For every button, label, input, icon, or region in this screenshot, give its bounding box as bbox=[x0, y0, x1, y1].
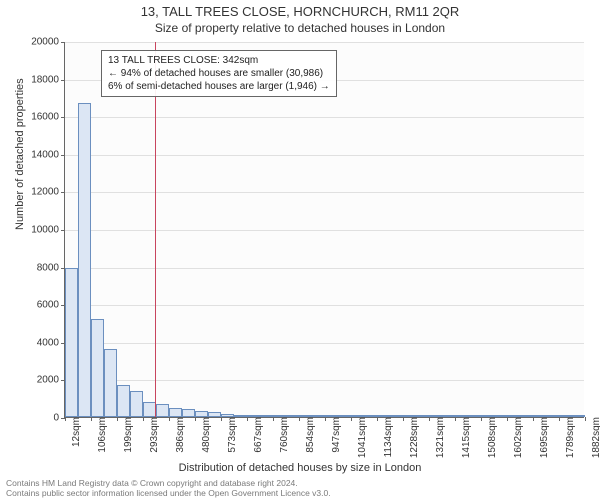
y-tick-label: 12000 bbox=[31, 187, 65, 198]
annotation-line: 13 TALL TREES CLOSE: 342sqm bbox=[108, 54, 330, 67]
x-tick-label: 1041sqm bbox=[353, 417, 368, 458]
gridline bbox=[65, 192, 584, 193]
x-tick-mark bbox=[325, 417, 326, 421]
reference-line bbox=[155, 42, 156, 417]
x-tick-mark bbox=[403, 417, 404, 421]
x-tick-mark bbox=[351, 417, 352, 421]
y-tick-mark bbox=[61, 230, 65, 231]
histogram-bar bbox=[169, 408, 182, 417]
x-tick-label: 854sqm bbox=[301, 417, 316, 453]
y-tick-mark bbox=[61, 155, 65, 156]
histogram-chart: 0200040006000800010000120001400016000180… bbox=[64, 42, 584, 418]
histogram-bar bbox=[104, 349, 117, 417]
x-tick-label: 199sqm bbox=[119, 417, 134, 453]
y-tick-label: 14000 bbox=[31, 149, 65, 160]
histogram-bar bbox=[156, 404, 169, 417]
footer-line2: Contains public sector information licen… bbox=[6, 488, 331, 498]
x-tick-label: 1789sqm bbox=[561, 417, 576, 458]
x-tick-mark bbox=[429, 417, 430, 421]
y-tick-mark bbox=[61, 117, 65, 118]
histogram-bar bbox=[182, 409, 195, 417]
y-tick-label: 18000 bbox=[31, 74, 65, 85]
x-tick-label: 1134sqm bbox=[379, 417, 394, 457]
x-tick-label: 760sqm bbox=[275, 417, 290, 453]
histogram-bar bbox=[91, 319, 104, 417]
x-tick-mark bbox=[377, 417, 378, 421]
x-tick-mark bbox=[117, 417, 118, 421]
gridline bbox=[65, 117, 584, 118]
y-axis-title: Number of detached properties bbox=[14, 78, 26, 230]
x-tick-label: 1415sqm bbox=[457, 417, 472, 458]
y-tick-label: 10000 bbox=[31, 225, 65, 236]
x-tick-label: 293sqm bbox=[145, 417, 160, 453]
x-tick-mark bbox=[247, 417, 248, 421]
title-block: 13, TALL TREES CLOSE, HORNCHURCH, RM11 2… bbox=[0, 0, 600, 35]
x-tick-mark bbox=[143, 417, 144, 421]
gridline bbox=[65, 305, 584, 306]
x-tick-label: 1602sqm bbox=[509, 417, 524, 458]
page-subtitle: Size of property relative to detached ho… bbox=[0, 21, 600, 35]
x-tick-label: 1695sqm bbox=[535, 417, 550, 458]
x-axis-title: Distribution of detached houses by size … bbox=[0, 462, 600, 474]
gridline bbox=[65, 155, 584, 156]
x-tick-mark bbox=[585, 417, 586, 421]
x-tick-label: 1508sqm bbox=[483, 417, 498, 458]
gridline bbox=[65, 268, 584, 269]
x-tick-label: 1228sqm bbox=[405, 417, 420, 458]
x-tick-mark bbox=[91, 417, 92, 421]
histogram-bar bbox=[65, 268, 78, 417]
gridline bbox=[65, 42, 584, 43]
x-tick-mark bbox=[221, 417, 222, 421]
gridline bbox=[65, 230, 584, 231]
x-tick-label: 1882sqm bbox=[587, 417, 600, 458]
y-tick-label: 16000 bbox=[31, 112, 65, 123]
y-tick-mark bbox=[61, 42, 65, 43]
x-tick-mark bbox=[455, 417, 456, 421]
x-tick-label: 106sqm bbox=[93, 417, 108, 453]
annotation-line: ← 94% of detached houses are smaller (30… bbox=[108, 67, 330, 80]
y-tick-mark bbox=[61, 192, 65, 193]
page-title: 13, TALL TREES CLOSE, HORNCHURCH, RM11 2… bbox=[0, 4, 600, 19]
histogram-bar bbox=[117, 385, 130, 417]
x-tick-mark bbox=[273, 417, 274, 421]
x-tick-mark bbox=[65, 417, 66, 421]
histogram-bar bbox=[130, 391, 143, 417]
y-tick-label: 20000 bbox=[31, 37, 65, 48]
footer-line1: Contains HM Land Registry data © Crown c… bbox=[6, 478, 331, 488]
annotation-line: 6% of semi-detached houses are larger (1… bbox=[108, 80, 330, 93]
x-tick-mark bbox=[195, 417, 196, 421]
x-tick-mark bbox=[533, 417, 534, 421]
x-tick-label: 480sqm bbox=[197, 417, 212, 453]
x-tick-mark bbox=[559, 417, 560, 421]
x-tick-label: 947sqm bbox=[327, 417, 342, 453]
annotation-box: 13 TALL TREES CLOSE: 342sqm← 94% of deta… bbox=[101, 50, 337, 97]
histogram-bar bbox=[78, 103, 91, 417]
gridline bbox=[65, 343, 584, 344]
x-tick-mark bbox=[299, 417, 300, 421]
x-tick-label: 12sqm bbox=[67, 417, 82, 447]
x-tick-mark bbox=[481, 417, 482, 421]
gridline bbox=[65, 380, 584, 381]
x-tick-mark bbox=[169, 417, 170, 421]
x-tick-label: 573sqm bbox=[223, 417, 238, 453]
y-tick-mark bbox=[61, 80, 65, 81]
plot-area: 0200040006000800010000120001400016000180… bbox=[64, 42, 584, 418]
footer-attribution: Contains HM Land Registry data © Crown c… bbox=[6, 478, 331, 498]
x-tick-label: 386sqm bbox=[171, 417, 186, 453]
x-tick-label: 667sqm bbox=[249, 417, 264, 453]
x-tick-mark bbox=[507, 417, 508, 421]
x-tick-label: 1321sqm bbox=[431, 417, 446, 458]
